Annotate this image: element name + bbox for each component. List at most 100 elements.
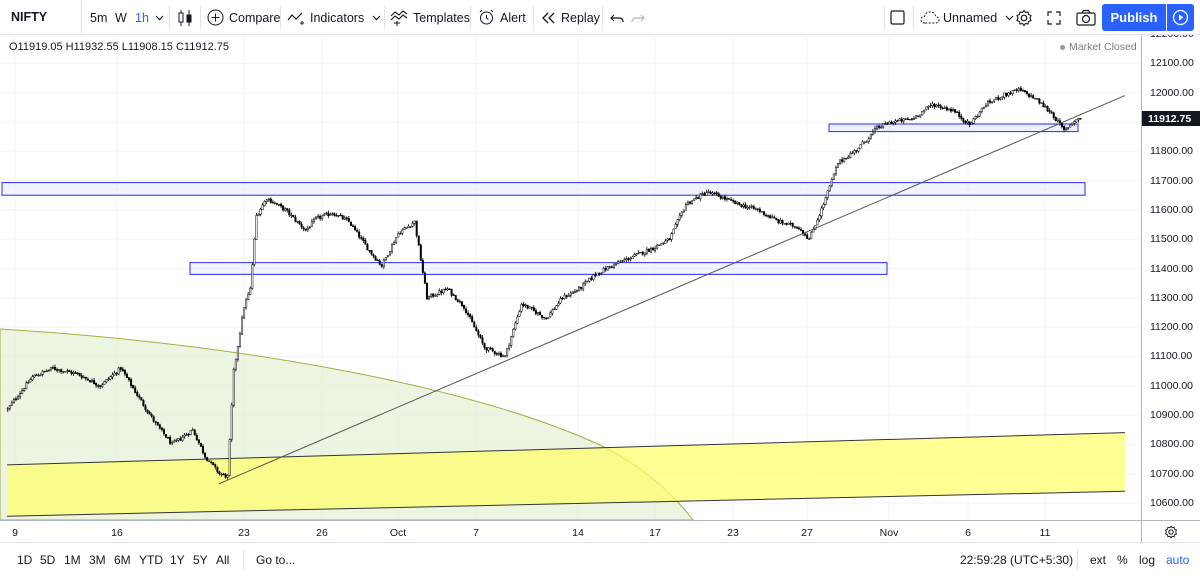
candle <box>691 199 694 205</box>
candle <box>567 293 570 297</box>
candle <box>440 289 443 296</box>
candle <box>919 114 922 118</box>
fullscreen-button[interactable] <box>1046 0 1062 35</box>
price-axis-label: 11800.00 <box>1150 145 1194 158</box>
auto-scale-toggle[interactable]: auto <box>1166 552 1190 567</box>
alert-button[interactable]: Alert <box>478 0 526 35</box>
range-3m[interactable]: 3M <box>89 552 106 567</box>
support-zone-11400[interactable] <box>189 262 888 275</box>
templates-button[interactable]: Templates <box>390 0 470 35</box>
candle <box>876 125 879 131</box>
trend-line[interactable] <box>218 95 1126 485</box>
log-scale-toggle[interactable]: log <box>1139 552 1156 567</box>
candle <box>551 308 554 316</box>
parallel-channel-fill[interactable] <box>7 432 1125 517</box>
candle <box>578 286 581 292</box>
interval-w[interactable]: W <box>115 10 127 25</box>
range-1m[interactable]: 1M <box>64 552 81 567</box>
candle <box>863 141 866 145</box>
symbol-search-button[interactable]: NIFTY <box>0 0 82 34</box>
candle <box>569 290 572 298</box>
resistance-zone-11880[interactable] <box>828 123 1079 133</box>
candle <box>871 129 874 136</box>
interval-1h[interactable]: 1h <box>135 10 149 25</box>
extended-hours-toggle[interactable]: ext <box>1090 552 1107 567</box>
candle <box>197 439 200 445</box>
goto-date-button[interactable]: Go to... <box>256 552 296 567</box>
candle <box>134 385 137 394</box>
time-axis[interactable]: 9 16 23 26 Oct 7 14 17 23 27 Nov 6 11 <box>0 520 1141 542</box>
candle <box>1069 124 1072 128</box>
candle <box>452 293 455 297</box>
candle <box>927 105 930 110</box>
indicators-button[interactable]: Indicators <box>287 0 381 35</box>
candle <box>125 372 128 379</box>
candle <box>590 275 593 281</box>
replay-button[interactable]: Replay <box>541 0 600 35</box>
candle <box>1019 86 1022 92</box>
candle <box>824 196 827 206</box>
candle <box>575 289 578 293</box>
candle <box>818 213 821 223</box>
price-axis[interactable]: 12200.0012100.0012000.0011900.0011800.00… <box>1141 35 1200 520</box>
parallel-channel-lower-line[interactable] <box>6 490 1125 517</box>
candle <box>962 117 965 124</box>
candle <box>491 347 494 353</box>
candle <box>362 236 365 243</box>
redo-button[interactable] <box>631 0 645 35</box>
multiple-layout-button[interactable] <box>890 0 905 35</box>
candle <box>633 252 636 257</box>
chart-pane[interactable] <box>0 35 1141 520</box>
range-ytd[interactable]: YTD <box>139 552 163 567</box>
candle <box>306 225 309 232</box>
candle <box>524 303 527 308</box>
publish-dropdown-button[interactable] <box>1167 4 1194 31</box>
percent-scale-toggle[interactable]: % <box>1117 552 1128 567</box>
candle <box>584 279 587 286</box>
candle <box>243 307 246 319</box>
candle <box>580 286 583 291</box>
candle <box>861 140 864 145</box>
candle <box>460 300 463 308</box>
candle <box>376 258 379 262</box>
range-5y[interactable]: 5Y <box>193 552 208 567</box>
layout-name-button[interactable]: Unnamed <box>920 0 1014 35</box>
candle <box>855 149 858 154</box>
candle <box>29 377 32 383</box>
timezone-clock[interactable]: 22:59:28 (UTC+5:30) <box>960 552 1074 567</box>
candle <box>31 374 34 381</box>
settings-button[interactable] <box>1015 0 1033 35</box>
candle <box>319 214 322 221</box>
chart-style-candles-icon[interactable] <box>177 0 193 35</box>
interval-dropdown-chevron-icon[interactable] <box>155 0 164 35</box>
candle <box>56 367 59 373</box>
publish-button[interactable]: Publish <box>1102 4 1166 31</box>
range-1y[interactable]: 1Y <box>170 552 185 567</box>
range-1d[interactable]: 1D <box>17 552 33 567</box>
candle <box>699 192 702 202</box>
candle <box>532 305 535 312</box>
candle <box>586 280 589 283</box>
price-axis-label: 11600.00 <box>1150 203 1194 216</box>
candle <box>606 265 609 271</box>
undo-button[interactable] <box>610 0 624 35</box>
range-all[interactable]: All <box>216 552 230 567</box>
candle <box>356 228 359 233</box>
candle <box>80 373 83 380</box>
candle <box>723 194 726 202</box>
compare-button[interactable]: Compare <box>207 0 280 35</box>
candle <box>1038 98 1041 105</box>
resistance-zone-11670[interactable] <box>1 182 1086 196</box>
chart-settings-corner[interactable] <box>1141 520 1200 542</box>
candle <box>536 312 539 317</box>
range-6m[interactable]: 6M <box>114 552 131 567</box>
interval-5m[interactable]: 5m <box>90 10 108 25</box>
candle <box>1079 118 1082 120</box>
candle <box>189 430 192 436</box>
candle <box>175 438 178 443</box>
range-5d[interactable]: 5D <box>40 552 56 567</box>
snapshot-button[interactable] <box>1076 0 1096 35</box>
parallel-channel-upper-line[interactable] <box>6 432 1125 466</box>
candle <box>740 204 743 208</box>
candle <box>51 365 54 370</box>
